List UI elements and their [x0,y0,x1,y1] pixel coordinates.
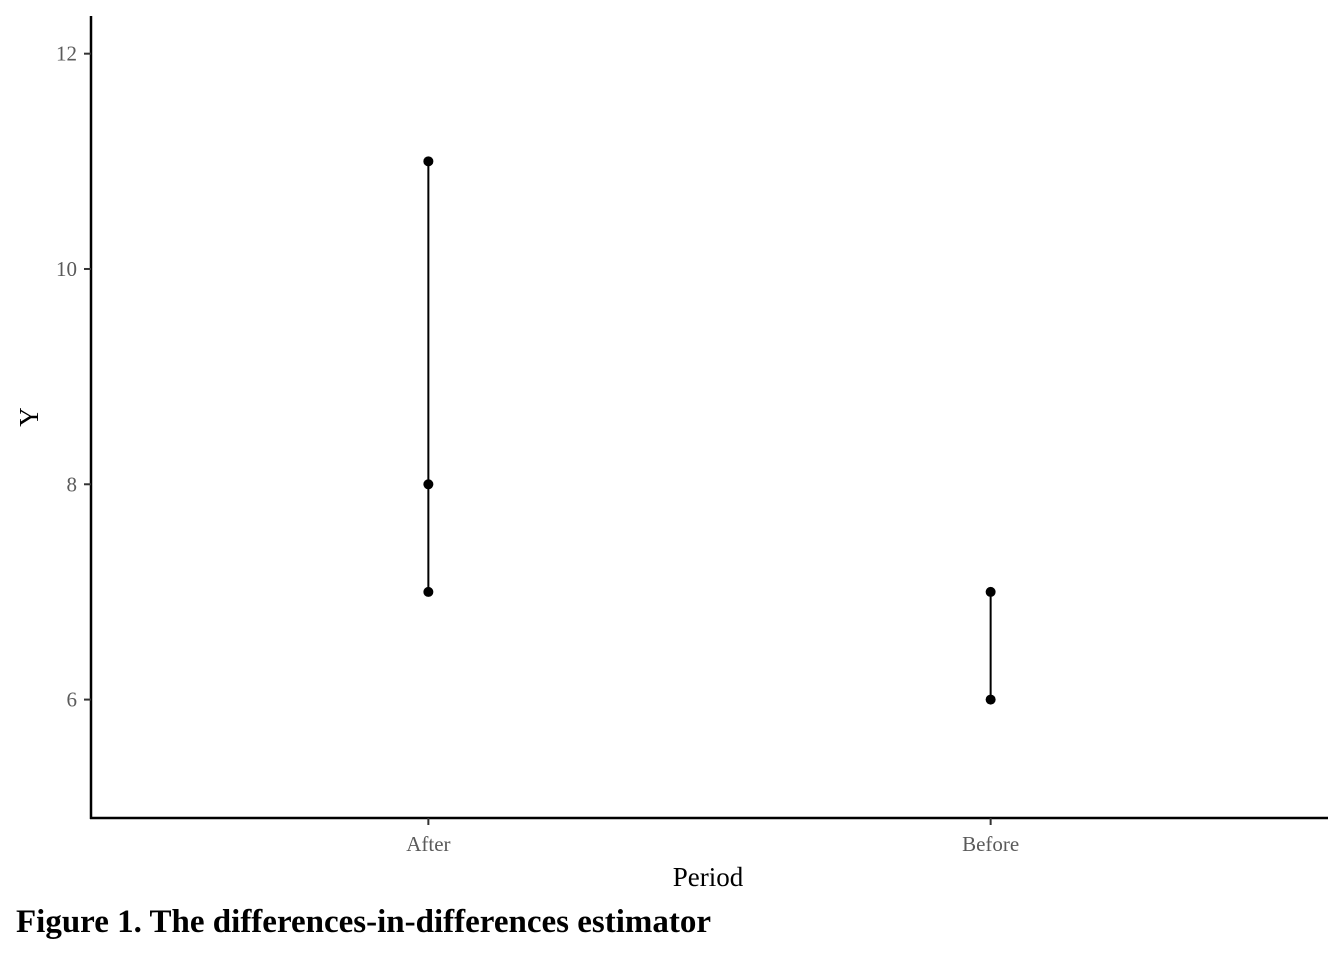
figure-caption: Figure 1. The differences-in-differences… [16,904,711,940]
y-tick-label: 6 [67,688,78,712]
y-tick-label: 12 [56,42,77,66]
y-axis-title: Y [14,407,44,427]
data-point [985,586,996,597]
x-axis-title: Period [673,862,744,892]
y-tick-label: 10 [56,257,77,281]
y-tick-label: 8 [67,472,78,496]
data-point [985,694,996,705]
data-point [423,479,434,490]
x-tick-label: Before [962,832,1019,856]
data-point [423,156,434,167]
data-point [423,586,434,597]
marks [423,156,996,705]
x-tick-label: After [406,832,450,856]
axes: 6 8 10 12 After Before [56,16,1328,856]
